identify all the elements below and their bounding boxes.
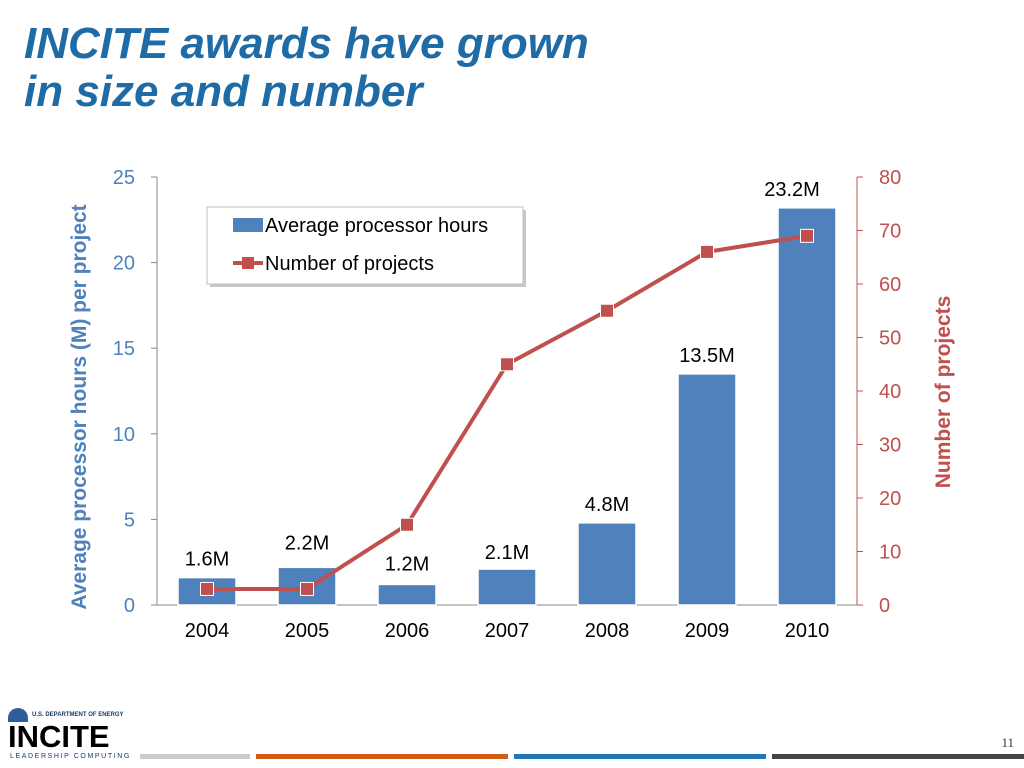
x-axis-tick-label: 2004 <box>185 620 230 642</box>
legend-label-bars: Average processor hours <box>265 215 488 237</box>
bar-2010 <box>777 207 837 606</box>
right-axis-tick-label: 70 <box>879 221 901 243</box>
footer-bar-gray <box>140 754 250 759</box>
x-axis-tick-label: 2009 <box>685 620 730 642</box>
projects-marker-2006 <box>400 517 414 532</box>
right-axis-title: Number of projects <box>932 296 955 489</box>
projects-marker-2009 <box>700 244 714 259</box>
slide-title: INCITE awards have grown in size and num… <box>24 20 589 116</box>
right-axis-tick-label: 10 <box>879 542 901 564</box>
bar-data-label: 2.2M <box>285 532 329 554</box>
bar-2009 <box>677 373 737 606</box>
footer-bar-orange <box>256 754 508 759</box>
left-axis-tick-label: 20 <box>113 253 135 275</box>
left-axis-tick-label: 0 <box>124 595 135 617</box>
bar-2007 <box>477 568 537 606</box>
footer-color-bars <box>140 754 1024 760</box>
left-axis-tick-label: 15 <box>113 338 135 360</box>
bar-data-label: 1.2M <box>385 553 429 575</box>
right-axis-tick-label: 60 <box>879 274 901 296</box>
projects-marker-2007 <box>500 357 514 372</box>
slide-title-line2: in size and number <box>24 67 423 116</box>
legend-swatch-bars <box>233 218 263 232</box>
bar-data-label: 2.1M <box>485 542 529 564</box>
x-axis-tick-label: 2005 <box>285 620 330 642</box>
legend-label-line: Number of projects <box>265 253 434 275</box>
x-axis-tick-label: 2008 <box>585 620 630 642</box>
bar-data-label: 23.2M <box>764 179 820 201</box>
projects-marker-2008 <box>600 303 614 318</box>
bar-2006 <box>377 583 437 606</box>
bar-data-label: 13.5M <box>679 345 735 367</box>
logo-subtitle: LEADERSHIP COMPUTING <box>10 753 131 760</box>
page-number: 11 <box>1001 735 1014 750</box>
logo-wordmark: INCITE <box>8 719 110 754</box>
doe-seal-icon <box>8 708 28 722</box>
right-axis-tick-label: 80 <box>879 167 901 189</box>
right-axis-tick-label: 30 <box>879 435 901 457</box>
left-axis-title: Average processor hours (M) per project <box>68 204 91 609</box>
legend-swatch-marker <box>242 257 254 269</box>
projects-marker-2005 <box>300 581 314 596</box>
right-axis-tick-label: 50 <box>879 328 901 350</box>
x-axis-tick-label: 2010 <box>785 620 830 642</box>
footer-bar-dark <box>772 754 1024 759</box>
projects-marker-2004 <box>200 581 214 596</box>
footer-bar-blue <box>514 754 766 759</box>
slide-title-line1: INCITE awards have grown <box>24 19 589 68</box>
left-axis-tick-label: 25 <box>113 167 135 189</box>
incite-logo: U.S. DEPARTMENT OF ENERGY INCITE LEADERS… <box>6 706 138 766</box>
combo-chart: 0 5 10 15 20 25 0 10 20 30 40 50 60 70 80 Average proce… <box>68 167 955 642</box>
bar-data-label: 1.6M <box>185 549 229 571</box>
right-axis-tick-label: 40 <box>879 381 901 403</box>
left-axis-tick-label: 10 <box>113 424 135 446</box>
x-axis-tick-label: 2007 <box>485 620 530 642</box>
x-axis-tick-label: 2006 <box>385 620 430 642</box>
projects-marker-2010 <box>800 228 814 243</box>
left-axis-tick-label: 5 <box>124 509 135 531</box>
right-axis-tick-label: 20 <box>879 488 901 510</box>
logo-agency-text: U.S. DEPARTMENT OF ENERGY <box>32 712 124 718</box>
bar-2008 <box>577 522 637 606</box>
right-axis-tick-label: 0 <box>879 595 890 617</box>
bar-data-label: 4.8M <box>585 494 629 516</box>
